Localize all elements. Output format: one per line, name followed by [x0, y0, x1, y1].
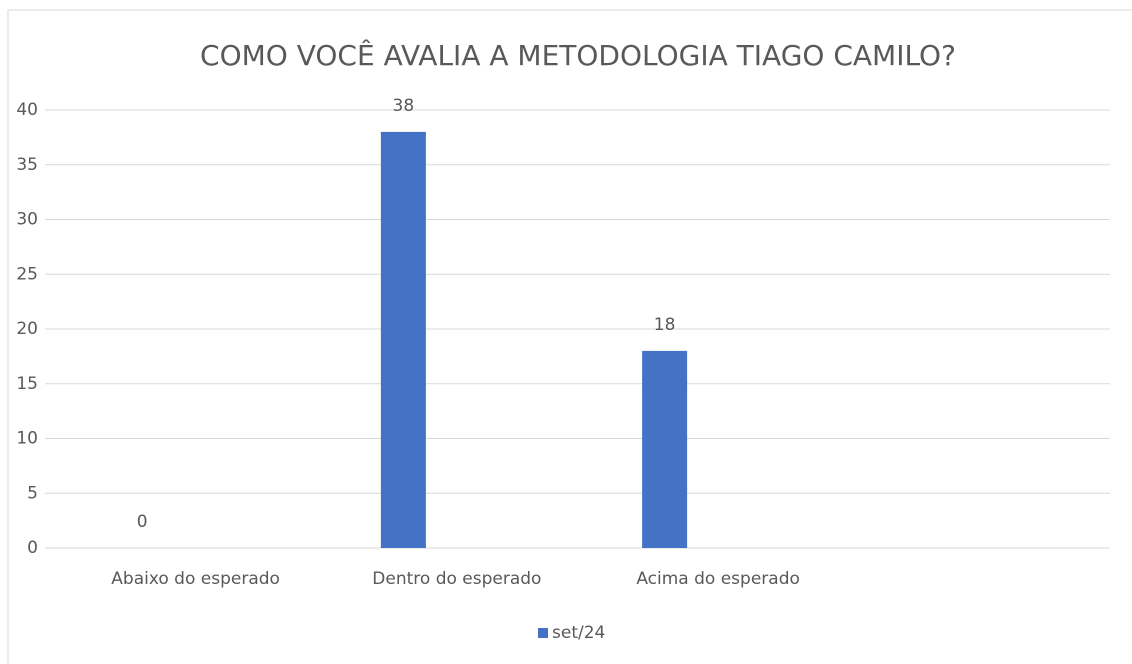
legend-swatch [538, 628, 548, 638]
y-tick-label: 5 [27, 483, 38, 503]
bar [642, 350, 688, 548]
y-tick-label: 10 [16, 429, 38, 449]
x-tick-label: Acima do esperado [636, 569, 800, 589]
y-tick-label: 0 [27, 538, 38, 558]
chart-frame [7, 9, 1132, 664]
y-tick-label: 30 [16, 210, 38, 230]
data-label: 0 [137, 512, 148, 532]
data-label: 18 [654, 315, 676, 335]
x-tick-label: Abaixo do esperado [111, 569, 280, 589]
y-tick-label: 15 [16, 374, 38, 394]
chart-title: COMO VOCÊ AVALIA A METODOLOGIA TIAGO CAM… [200, 38, 956, 72]
legend-label: set/24 [552, 623, 605, 643]
y-tick-label: 35 [16, 155, 38, 175]
y-tick-label: 20 [16, 319, 38, 339]
bar [380, 131, 426, 548]
y-tick-label: 40 [16, 100, 38, 120]
data-label: 38 [393, 96, 415, 116]
y-tick-label: 25 [16, 264, 38, 284]
x-tick-label: Dentro do esperado [372, 569, 541, 589]
